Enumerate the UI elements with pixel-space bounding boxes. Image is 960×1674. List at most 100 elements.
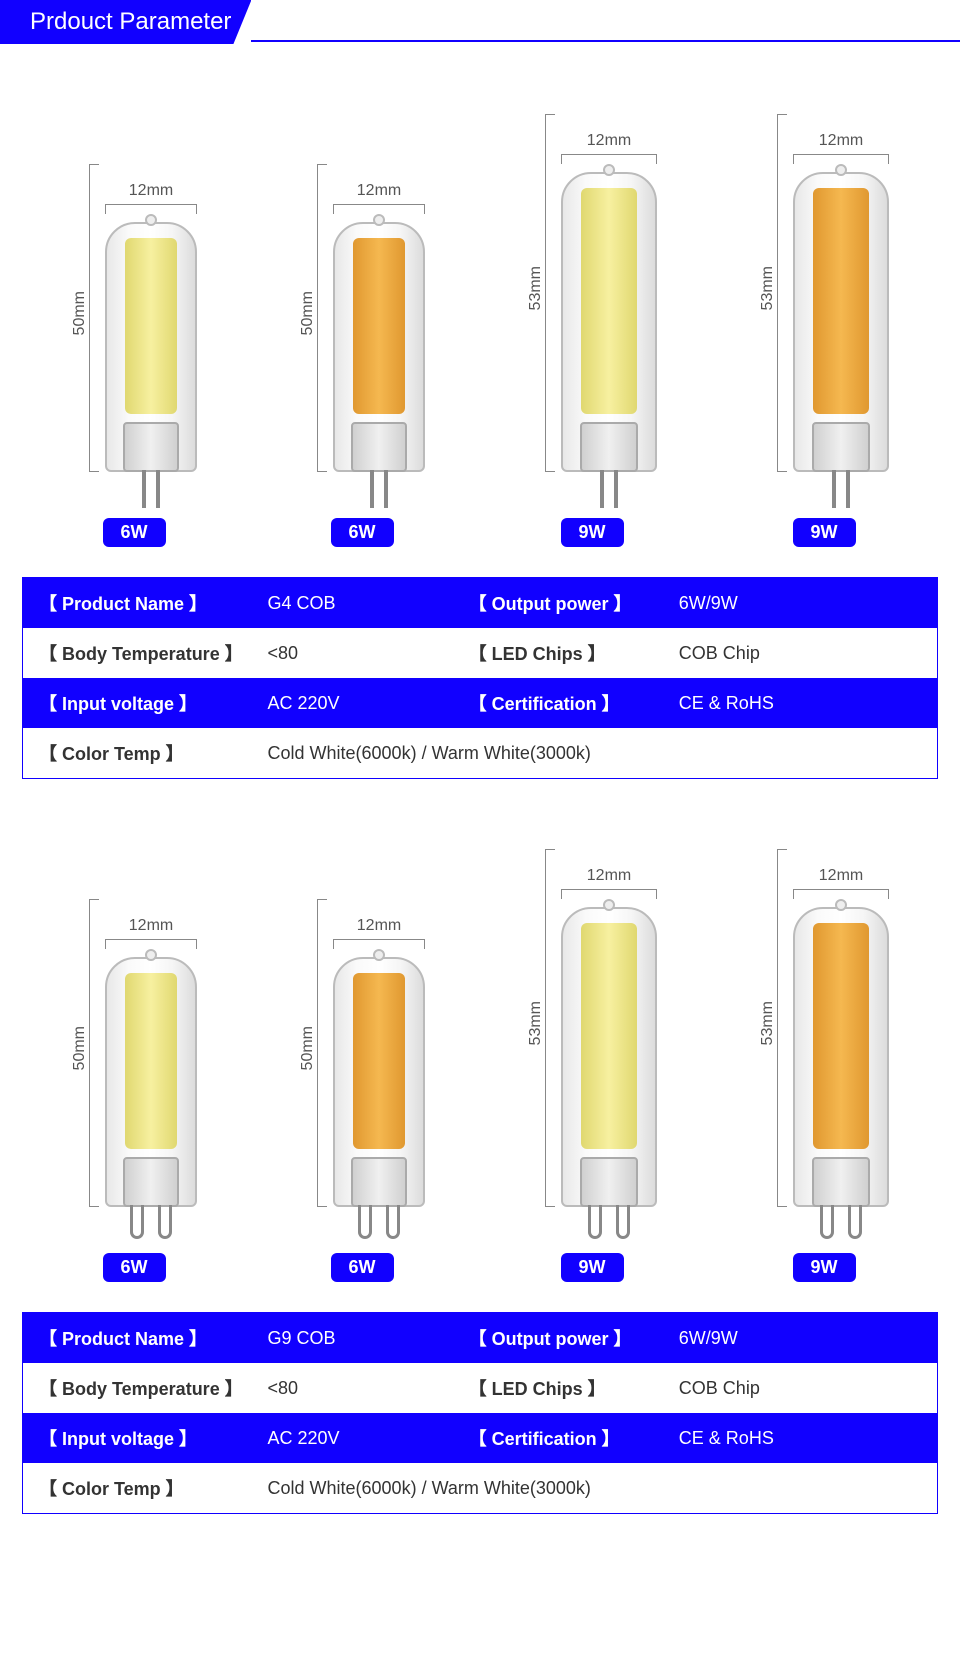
- bulb-dimensions: 50mm 12mm: [299, 899, 425, 1207]
- bulb-unit: 50mm 12mm 6W: [71, 164, 197, 547]
- spec-row: 【 Input voltage 】AC 220V【 Certification …: [23, 678, 937, 728]
- spec-value: COB Chip: [663, 628, 937, 678]
- bulb-body: [333, 222, 425, 472]
- spec-table: 【 Product Name 】G9 COB【 Output power 】6W…: [22, 1312, 938, 1514]
- bulb-dimensions: 53mm12mm: [527, 114, 657, 472]
- spec-value: 6W/9W: [663, 1313, 937, 1363]
- spec-table: 【 Product Name 】G4 COB【 Output power 】6W…: [22, 577, 938, 779]
- bulb-dimensions: 50mm 12mm: [299, 164, 425, 472]
- bulb-base: [812, 1157, 871, 1207]
- cob-chip: [125, 238, 178, 414]
- wattage-badge: 9W: [561, 518, 624, 547]
- spec-value: <80: [252, 1363, 453, 1413]
- width-label: 12mm: [357, 182, 401, 200]
- cob-chip: [581, 923, 636, 1149]
- width-label: 12mm: [819, 132, 863, 150]
- spec-label: 【 Product Name 】: [23, 1313, 252, 1363]
- bulb-unit: 53mm12mm 9W: [527, 114, 657, 547]
- spec-row: 【 Body Temperature 】<80【 LED Chips 】COB …: [23, 1363, 937, 1413]
- height-label: 50mm: [299, 291, 317, 335]
- spec-value: G4 COB: [252, 578, 453, 628]
- width-label: 12mm: [357, 917, 401, 935]
- spec-label: 【 Output power 】: [453, 578, 663, 628]
- bulb-body: [333, 957, 425, 1207]
- bulb-base: [812, 422, 871, 472]
- spec-label: 【 Body Temperature 】: [23, 1363, 252, 1413]
- wattage-badge: 6W: [331, 518, 394, 547]
- spec-value: CE & RoHS: [663, 1413, 937, 1463]
- width-label: 12mm: [587, 867, 631, 885]
- bulb-unit: 53mm 12mm 9W: [527, 849, 657, 1282]
- bulbs-row: 50mm12mm6W50mm12mm6W53mm12mm9W53mm12mm9W: [0, 74, 960, 567]
- spec-label: 【 Product Name 】: [23, 578, 252, 628]
- bulb-unit: 50mm 12mm 6W: [299, 899, 425, 1282]
- bulb-unit: 53mm 12mm 9W: [759, 849, 889, 1282]
- bulb-base: [123, 1157, 179, 1207]
- spec-value: G9 COB: [252, 1313, 453, 1363]
- spec-row: 【 Color Temp 】Cold White(6000k) / Warm W…: [23, 1463, 937, 1513]
- bulb-dimensions: 53mm 12mm: [759, 114, 889, 472]
- bulb-unit: 50mm 12mm 6W: [299, 164, 425, 547]
- wattage-badge: 9W: [793, 1253, 856, 1282]
- cob-chip: [581, 188, 636, 414]
- spec-label: 【 LED Chips 】: [453, 1363, 663, 1413]
- height-label: 53mm: [759, 266, 777, 310]
- cob-chip: [813, 923, 868, 1149]
- bulb-dimensions: 50mm 12mm: [71, 164, 197, 472]
- bulb-base: [351, 1157, 407, 1207]
- spec-value: AC 220V: [252, 1413, 453, 1463]
- bulb-body: [561, 172, 657, 472]
- spec-row: 【 Body Temperature 】<80【 LED Chips 】COB …: [23, 628, 937, 678]
- spec-label: 【 Color Temp 】: [23, 1463, 252, 1513]
- bulb-body: [561, 907, 657, 1207]
- spec-value: Cold White(6000k) / Warm White(3000k): [252, 1463, 938, 1513]
- page-header: Prdouct Parameter: [0, 0, 960, 44]
- bulb-body: [105, 222, 197, 472]
- width-label: 12mm: [129, 917, 173, 935]
- spec-label: 【 LED Chips 】: [453, 628, 663, 678]
- spec-label: 【 Color Temp 】: [23, 728, 252, 778]
- height-label: 53mm: [527, 1001, 545, 1045]
- width-label: 12mm: [129, 182, 173, 200]
- width-label: 12mm: [819, 867, 863, 885]
- spec-value: CE & RoHS: [663, 678, 937, 728]
- height-label: 50mm: [299, 1026, 317, 1070]
- height-label: 50mm: [71, 291, 89, 335]
- cob-chip: [353, 973, 406, 1149]
- wattage-badge: 9W: [561, 1253, 624, 1282]
- wattage-badge: 6W: [103, 518, 166, 547]
- height-label: 53mm: [759, 1001, 777, 1045]
- height-label: 50mm: [71, 1026, 89, 1070]
- spec-value: 6W/9W: [663, 578, 937, 628]
- page-title: Prdouct Parameter: [0, 0, 251, 44]
- spec-label: 【 Input voltage 】: [23, 1413, 252, 1463]
- bulb-dimensions: 50mm 12mm: [71, 899, 197, 1207]
- bulb-dimensions: 53mm 12mm: [759, 849, 889, 1207]
- bulb-dimensions: 53mm 12mm: [527, 849, 657, 1207]
- spec-label: 【 Certification 】: [453, 678, 663, 728]
- bulb-base: [123, 422, 179, 472]
- bulb-base: [580, 1157, 639, 1207]
- wattage-badge: 6W: [331, 1253, 394, 1282]
- header-underline: [251, 0, 960, 42]
- bulbs-row: 50mm 12mm 6W 50mm 12mm 6W 53mm 12mm 9W 53mm 12mm 9W: [0, 809, 960, 1302]
- spec-label: 【 Input voltage 】: [23, 678, 252, 728]
- bulb-base: [580, 422, 639, 472]
- spec-row: 【 Color Temp 】Cold White(6000k) / Warm W…: [23, 728, 937, 778]
- spec-row: 【 Product Name 】G4 COB【 Output power 】6W…: [23, 578, 937, 628]
- spec-row: 【 Input voltage 】AC 220V【 Certification …: [23, 1413, 937, 1463]
- wattage-badge: 9W: [793, 518, 856, 547]
- cob-chip: [353, 238, 406, 414]
- bulb-body: [793, 907, 889, 1207]
- spec-label: 【 Body Temperature 】: [23, 628, 252, 678]
- cob-chip: [813, 188, 868, 414]
- spec-value: AC 220V: [252, 678, 453, 728]
- height-label: 53mm: [527, 266, 545, 310]
- wattage-badge: 6W: [103, 1253, 166, 1282]
- spec-label: 【 Output power 】: [453, 1313, 663, 1363]
- bulb-body: [105, 957, 197, 1207]
- bulb-unit: 53mm 12mm 9W: [759, 114, 889, 547]
- bulb-unit: 50mm 12mm 6W: [71, 899, 197, 1282]
- spec-value: <80: [252, 628, 453, 678]
- cob-chip: [125, 973, 178, 1149]
